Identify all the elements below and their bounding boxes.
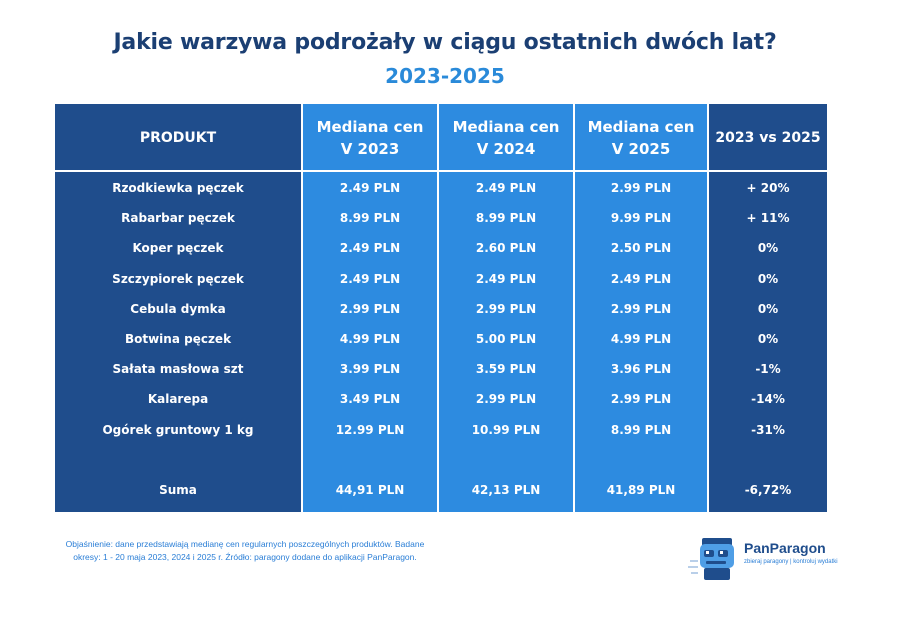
cell-price-2025: 8.99 PLN — [610, 422, 672, 437]
cell-price-2023: 12.99 PLN — [335, 422, 405, 437]
cell-price-2024: 2.49 PLN — [475, 181, 537, 195]
price-table: PRODUKT Mediana cen V 2023 Mediana cen V 2… — [55, 104, 827, 512]
cell-price-2023: 2.49 PLN — [339, 241, 401, 256]
cell-change: -31% — [751, 422, 785, 437]
year-2025-column-bg — [575, 104, 707, 512]
cell-product: Rzodkiewka pęczek — [112, 181, 244, 195]
header-price-2023: Mediana cen V 2023 — [316, 118, 424, 158]
cell-price-2023: 2.49 PLN — [339, 271, 401, 286]
cell-price-2023: 3.49 PLN — [339, 392, 401, 407]
cell-change: 0% — [757, 301, 779, 316]
cell-price-2024: 2.49 PLN — [475, 271, 537, 286]
cell-price-2025: 9.99 PLN — [610, 211, 672, 226]
total-product: Suma — [159, 483, 197, 497]
column-divider — [573, 104, 575, 512]
cell-price-2024: 8.99 PLN — [475, 211, 537, 226]
cell-price-2025: 2.49 PLN — [610, 271, 672, 286]
year-2023-column-bg — [303, 104, 437, 512]
cell-change: + 11% — [746, 211, 790, 226]
cell-product: Botwina pęczek — [124, 332, 232, 346]
cell-product: Koper pęczek — [132, 241, 224, 256]
cell-price-2024: 2.99 PLN — [475, 301, 537, 316]
cell-price-2025: 2.99 PLN — [610, 392, 672, 407]
cell-product: Sałata masłowa szt — [112, 362, 244, 377]
page-subtitle: 2023-2025 — [385, 64, 505, 88]
total-price-2024: 42,13 PLN — [471, 483, 541, 497]
cell-product: Rabarbar pęczek — [121, 211, 235, 226]
total-change: -6,72% — [744, 483, 792, 497]
cell-price-2023: 8.99 PLN — [339, 211, 401, 226]
cell-change: 0% — [757, 271, 779, 286]
cell-product: Kalarepa — [147, 392, 209, 407]
cell-price-2024: 2.60 PLN — [475, 241, 537, 256]
year-2024-column-bg — [439, 104, 573, 512]
header-price-2024: Mediana cen V 2024 — [452, 118, 560, 158]
panparagon-logo — [688, 530, 848, 580]
header-price-2025: Mediana cen V 2025 — [587, 118, 695, 158]
cell-price-2023: 3.99 PLN — [339, 362, 401, 377]
cell-change: + 20% — [746, 181, 790, 195]
cell-price-2024: 5.00 PLN — [475, 332, 537, 346]
cell-product: Ogórek gruntowy 1 kg — [102, 422, 254, 437]
cell-price-2025: 4.99 PLN — [610, 332, 672, 346]
cell-price-2025: 2.50 PLN — [610, 241, 672, 256]
total-price-2025: 41,89 PLN — [606, 483, 676, 497]
brand-tagline: zbieraj paragony | kontroluj wydatki — [744, 559, 838, 565]
column-divider — [707, 104, 709, 512]
cell-change: -1% — [755, 362, 781, 377]
page-title: Jakie warzywa podrożały w ciągu ostatnic… — [113, 30, 777, 55]
header-divider — [55, 170, 827, 172]
header-change: 2023 vs 2025 — [715, 130, 821, 146]
cell-change: -14% — [751, 392, 785, 407]
column-divider — [301, 104, 303, 512]
footnote: Objaśnienie: dane przedstawiają medianę … — [65, 539, 425, 562]
brand-name: PanParagon — [744, 540, 826, 556]
cell-price-2025: 2.99 PLN — [610, 301, 672, 316]
cell-product: Cebula dymka — [130, 301, 226, 316]
column-divider — [437, 104, 439, 512]
cell-price-2025: 2.99 PLN — [610, 181, 672, 195]
cell-price-2024: 2.99 PLN — [475, 392, 537, 407]
header-product: PRODUKT — [139, 130, 217, 146]
cell-price-2024: 3.59 PLN — [475, 362, 537, 377]
cell-change: 0% — [757, 241, 779, 256]
total-price-2023: 44,91 PLN — [335, 483, 405, 497]
robot-mascot-icon — [688, 538, 734, 580]
cell-price-2023: 4.99 PLN — [339, 332, 401, 346]
change-column-bg — [709, 104, 827, 512]
cell-price-2023: 2.49 PLN — [339, 181, 401, 195]
cell-price-2023: 2.99 PLN — [339, 301, 401, 316]
cell-change: 0% — [757, 332, 779, 346]
product-column-bg — [55, 104, 301, 512]
cell-price-2025: 3.96 PLN — [610, 362, 672, 377]
cell-price-2024: 10.99 PLN — [471, 422, 541, 437]
cell-product: Szczypiorek pęczek — [112, 271, 244, 286]
